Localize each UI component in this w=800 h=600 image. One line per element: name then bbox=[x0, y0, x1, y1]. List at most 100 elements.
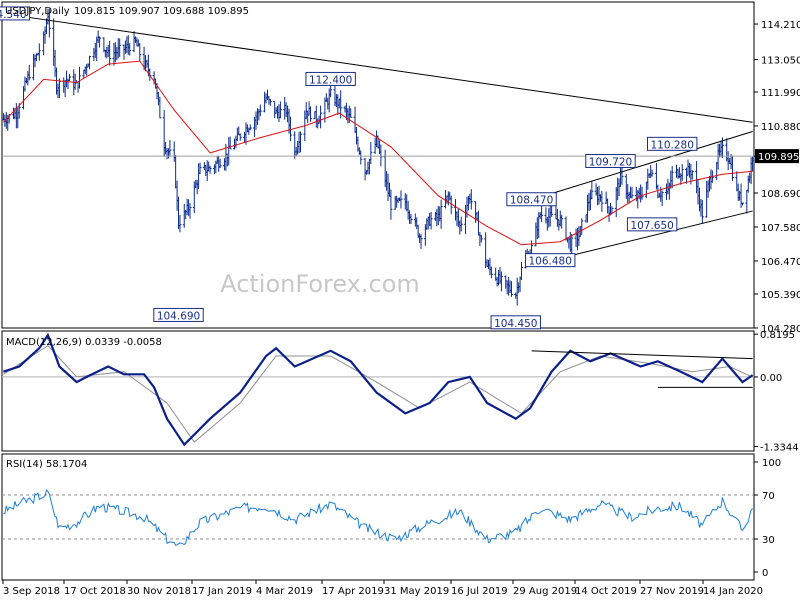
ohlc-bar bbox=[399, 190, 403, 209]
price-label-box bbox=[506, 192, 557, 207]
ohlc-bar bbox=[499, 271, 503, 292]
price-label-text: 106.480 bbox=[529, 256, 572, 268]
price-label-text: 104.450 bbox=[494, 318, 537, 330]
ohlc-bar bbox=[248, 124, 252, 131]
macd-label: MACD(12,26,9) 0.0339 -0.0058 bbox=[6, 337, 162, 348]
ohlc-bar bbox=[258, 104, 262, 117]
ohlc-bar bbox=[118, 38, 122, 57]
macd-axis-label: 0.00 bbox=[760, 373, 782, 384]
ohlc-bar bbox=[168, 139, 172, 156]
ohlc-bar bbox=[700, 199, 704, 224]
ohlc-bar bbox=[409, 213, 413, 225]
ohlc-bar bbox=[580, 218, 584, 235]
ohlc-bar bbox=[128, 43, 132, 56]
price-label-box bbox=[153, 307, 204, 322]
ohlc-bar bbox=[218, 159, 222, 168]
rsi-axis-label: 100 bbox=[762, 458, 781, 469]
price-axis-label: 111.990 bbox=[761, 88, 800, 99]
price-label-text: 108.470 bbox=[510, 195, 553, 207]
ohlc-bar bbox=[630, 187, 634, 199]
ohlc-bar bbox=[309, 106, 313, 122]
price-label: 114.540 bbox=[0, 6, 31, 21]
ohlc-bar bbox=[198, 162, 202, 175]
last-price-tag: 109.895 bbox=[755, 149, 799, 164]
date-axis-label: 14 Oct 2019 bbox=[575, 586, 637, 597]
ohlc-bar bbox=[37, 43, 41, 61]
ohlc-bar bbox=[560, 214, 564, 229]
price-axis-label: 114.210 bbox=[761, 20, 800, 31]
ohlc-bar bbox=[741, 202, 745, 206]
price-label-text: 112.400 bbox=[309, 74, 352, 86]
price-axis-label: 110.880 bbox=[761, 122, 800, 133]
macd-axis-label: -1.3344 bbox=[760, 443, 799, 454]
date-axis-label: 17 Jan 2019 bbox=[192, 586, 252, 597]
ohlc-bar bbox=[419, 234, 423, 249]
ohlc-bar bbox=[88, 55, 92, 70]
price-label: 104.450 bbox=[490, 315, 541, 330]
trendline-channel-bottom bbox=[550, 210, 753, 262]
panel-frames bbox=[1, 1, 755, 581]
price-label-box bbox=[490, 315, 541, 330]
price-label: 106.480 bbox=[525, 253, 576, 268]
ohlc-bar bbox=[208, 165, 212, 174]
ohlc-bar bbox=[349, 108, 353, 118]
last-price-tag-text: 109.895 bbox=[758, 152, 799, 163]
price-label: 104.690 bbox=[153, 307, 204, 322]
ohlc-bar bbox=[520, 262, 524, 281]
ohlc-bar bbox=[299, 131, 303, 153]
ohlc-bar bbox=[600, 190, 604, 212]
ohlc-bar bbox=[369, 142, 373, 165]
ohlc-bar bbox=[439, 199, 443, 229]
ohlc-bar bbox=[479, 234, 483, 243]
symbol-header: USDJPY,Daily bbox=[5, 6, 70, 17]
ohlc-bar bbox=[158, 96, 162, 119]
trendline-macd-top bbox=[531, 350, 753, 360]
ohlc-bar bbox=[640, 186, 644, 200]
ohlc-bar bbox=[359, 150, 363, 165]
date-axis-label: 31 May 2019 bbox=[384, 586, 449, 597]
macd-panel-frame bbox=[1, 330, 755, 452]
ohlc-bar bbox=[238, 133, 242, 141]
ohlc-bar bbox=[449, 195, 453, 215]
ohlc-bar bbox=[178, 214, 182, 233]
price-label: 110.280 bbox=[646, 136, 698, 151]
price-label-text: 107.650 bbox=[630, 220, 673, 232]
price-label-text: 104.690 bbox=[157, 310, 200, 322]
price-label: 108.470 bbox=[506, 192, 557, 207]
ohlc-bar bbox=[77, 66, 81, 89]
moving-average-line bbox=[3, 60, 753, 246]
date-axis-label: 29 Aug 2019 bbox=[513, 586, 577, 597]
rsi-panel: 100 70 30 0 bbox=[2, 458, 781, 579]
macd-line bbox=[3, 332, 754, 447]
date-axis-label: 17 Oct 2018 bbox=[64, 586, 126, 597]
date-axis-label: 4 Mar 2019 bbox=[256, 586, 313, 597]
price-axis-label: 107.580 bbox=[761, 223, 800, 234]
ohlc-bar bbox=[188, 203, 192, 219]
date-axis-label: 3 Sep 2018 bbox=[3, 586, 60, 597]
ohlc-bar bbox=[509, 281, 513, 297]
ohlc-bar bbox=[469, 189, 473, 210]
ohlc-bar bbox=[730, 155, 734, 181]
ohlc-bar bbox=[650, 169, 654, 177]
price-axis-label: 104.280 bbox=[761, 324, 800, 335]
macd-axis-label: 0.8195 bbox=[760, 330, 795, 341]
ohlc-bar bbox=[47, 8, 51, 38]
ohlc-bar bbox=[67, 74, 71, 82]
date-axis-label: 17 Apr 2019 bbox=[322, 586, 384, 597]
ohlc-bar bbox=[751, 156, 755, 172]
price-axis-label: 105.390 bbox=[761, 290, 800, 301]
price-axis-label: 106.470 bbox=[761, 257, 800, 268]
price-label-text: 114.540 bbox=[0, 9, 27, 21]
trendline-falling-resistance bbox=[4, 13, 753, 123]
date-axis: 3 Sep 2018 17 Oct 2018 30 Nov 2018 17 Jan 2… bbox=[2, 580, 763, 597]
ohlc-bar bbox=[98, 36, 102, 48]
ohlc-bar bbox=[379, 144, 383, 167]
ohlc-bar bbox=[550, 204, 554, 217]
ohlc-bar bbox=[278, 101, 282, 119]
price-label-box bbox=[0, 6, 31, 21]
date-axis-label: 30 Nov 2018 bbox=[127, 586, 191, 597]
price-label-box bbox=[585, 153, 636, 168]
price-label: 112.400 bbox=[305, 71, 356, 86]
ohlc-bar bbox=[540, 205, 544, 222]
ohlc-bar bbox=[680, 164, 684, 181]
